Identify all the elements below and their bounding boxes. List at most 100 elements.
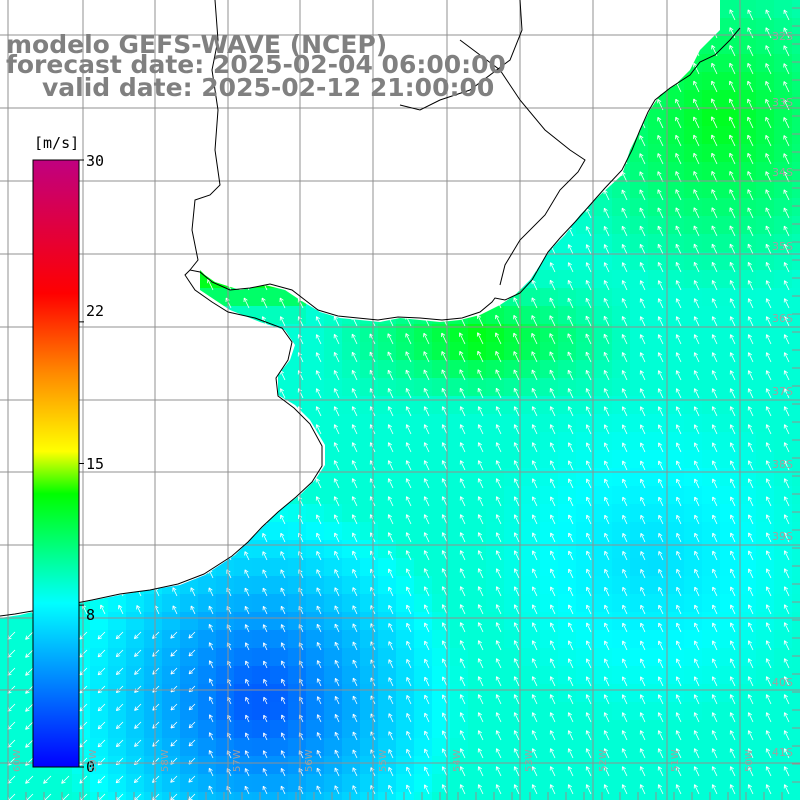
speed-cell bbox=[774, 432, 792, 450]
speed-cell bbox=[396, 522, 414, 540]
wind-arrow bbox=[280, 551, 286, 561]
wind-arrow bbox=[765, 9, 772, 21]
speed-cell bbox=[648, 378, 666, 396]
wind-arrow bbox=[567, 784, 574, 795]
wind-arrow bbox=[423, 460, 430, 471]
colorbar-unit: [m/s] bbox=[34, 134, 80, 152]
wind-arrow bbox=[262, 605, 268, 615]
speed-cell bbox=[486, 486, 504, 504]
wind-arrow bbox=[531, 406, 538, 417]
speed-cell bbox=[576, 270, 594, 288]
speed-cell bbox=[378, 504, 396, 522]
speed-cell bbox=[468, 576, 486, 594]
wind-arrow bbox=[441, 658, 448, 669]
speed-cell bbox=[576, 252, 594, 270]
speed-cell bbox=[720, 702, 738, 720]
speed-cell bbox=[450, 414, 468, 432]
speed-cell bbox=[144, 666, 162, 684]
wind-arrow bbox=[639, 676, 646, 687]
wind-arrow bbox=[693, 261, 700, 273]
speed-cell bbox=[378, 684, 396, 702]
wind-arrow bbox=[747, 676, 754, 687]
speed-cell bbox=[486, 522, 504, 540]
wind-arrow bbox=[263, 714, 268, 723]
wind-arrow bbox=[406, 586, 412, 597]
speed-cell bbox=[720, 180, 738, 198]
speed-cell bbox=[522, 684, 540, 702]
speed-cell bbox=[432, 360, 450, 378]
speed-cell bbox=[18, 612, 36, 630]
wind-arrow bbox=[693, 171, 700, 183]
speed-cell bbox=[522, 342, 540, 360]
speed-cell bbox=[162, 630, 180, 648]
wind-arrow bbox=[459, 532, 466, 543]
speed-cell bbox=[792, 270, 800, 288]
speed-cell bbox=[666, 108, 684, 126]
speed-cell bbox=[558, 324, 576, 342]
speed-cell bbox=[396, 720, 414, 738]
speed-cell bbox=[774, 612, 792, 630]
wind-arrow bbox=[730, 514, 736, 525]
speed-cell bbox=[648, 414, 666, 432]
wind-arrow bbox=[263, 678, 268, 687]
lon-label-51w: 51W bbox=[670, 749, 681, 772]
wind-arrow bbox=[604, 604, 610, 615]
wind-arrow bbox=[693, 243, 700, 255]
wind-arrow bbox=[640, 460, 646, 471]
wind-arrow bbox=[693, 370, 700, 381]
speed-cell bbox=[108, 702, 126, 720]
speed-cell bbox=[396, 648, 414, 666]
speed-cell bbox=[630, 684, 648, 702]
wind-arrow bbox=[459, 496, 466, 507]
speed-cell bbox=[738, 36, 756, 54]
wind-arrow bbox=[694, 514, 700, 525]
wind-arrow bbox=[765, 388, 772, 399]
speed-cell bbox=[720, 360, 738, 378]
speed-cell bbox=[558, 594, 576, 612]
wind-arrow bbox=[675, 370, 682, 381]
speed-cell bbox=[720, 216, 738, 234]
wind-arrow bbox=[136, 605, 142, 615]
speed-cell bbox=[450, 612, 468, 630]
speed-cell bbox=[288, 306, 306, 324]
speed-cell bbox=[612, 792, 630, 800]
wind-arrow bbox=[621, 370, 628, 381]
speed-cell bbox=[324, 792, 342, 800]
speed-cell bbox=[360, 360, 378, 378]
wind-arrow bbox=[405, 532, 412, 543]
speed-cell bbox=[576, 432, 594, 450]
wind-arrow bbox=[97, 703, 106, 712]
wind-arrow bbox=[333, 406, 340, 417]
speed-cell bbox=[288, 540, 306, 558]
speed-cell bbox=[666, 594, 684, 612]
speed-cell bbox=[540, 720, 558, 738]
speed-cell bbox=[666, 342, 684, 360]
wind-arrow bbox=[639, 316, 646, 327]
speed-cell bbox=[720, 162, 738, 180]
wind-arrow bbox=[406, 640, 412, 651]
speed-cell bbox=[414, 738, 432, 756]
wind-arrow bbox=[441, 369, 448, 381]
speed-cell bbox=[594, 576, 612, 594]
wind-arrow bbox=[765, 45, 772, 57]
wind-arrow bbox=[657, 748, 664, 759]
speed-cell bbox=[342, 324, 360, 342]
wind-arrow bbox=[765, 442, 772, 453]
wind-arrow bbox=[424, 730, 430, 741]
speed-cell bbox=[756, 450, 774, 468]
speed-cell bbox=[216, 684, 234, 702]
wind-arrow bbox=[585, 226, 592, 237]
wind-arrow bbox=[693, 784, 700, 795]
coastline-path bbox=[0, 27, 741, 617]
wind-arrow bbox=[334, 623, 340, 633]
wind-arrow bbox=[495, 748, 502, 759]
speed-cell bbox=[360, 774, 378, 792]
speed-cell bbox=[756, 630, 774, 648]
wind-arrow bbox=[134, 685, 142, 693]
wind-arrow bbox=[604, 568, 610, 579]
speed-cell bbox=[792, 108, 800, 126]
speed-cell bbox=[486, 594, 504, 612]
speed-cell bbox=[450, 738, 468, 756]
speed-cell bbox=[378, 612, 396, 630]
